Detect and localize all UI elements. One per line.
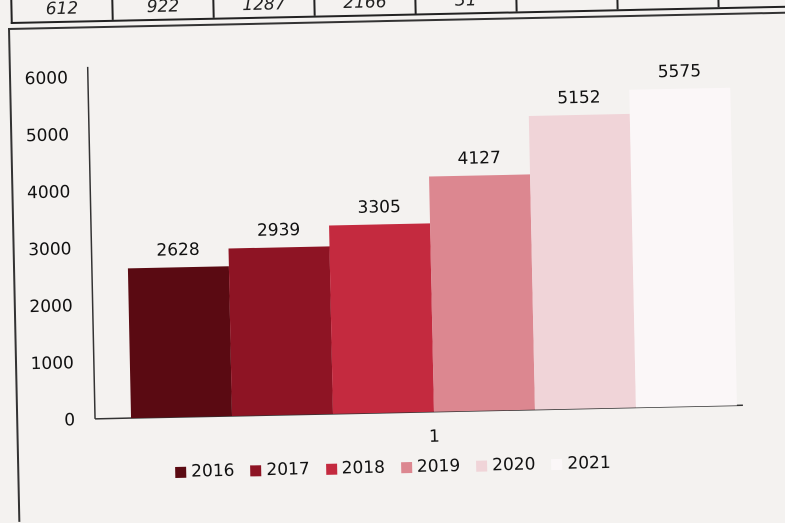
bar-2018 (329, 223, 434, 414)
y-tick-label: 6000 (24, 68, 68, 89)
bar-2019 (429, 174, 535, 412)
y-tick-label: 0 (64, 410, 75, 430)
x-category-label: 1 (429, 427, 440, 447)
data-label-2016: 2628 (156, 240, 200, 261)
bar-2021 (629, 87, 737, 408)
legend-label: 2017 (266, 459, 310, 481)
legend-item-2020: 2020 (476, 454, 536, 475)
bar-2016 (127, 266, 233, 419)
legend-label: 2016 (190, 460, 235, 482)
legend-label: 2020 (491, 454, 536, 476)
legend-swatch (250, 464, 262, 476)
y-axis-line (86, 66, 96, 419)
legend-swatch (476, 459, 488, 472)
legend-item-2017: 2017 (250, 459, 310, 480)
legend-item-2018: 2018 (325, 458, 385, 479)
legend-swatch (175, 466, 187, 478)
bar-2017 (228, 246, 333, 416)
legend-item-2019: 2019 (400, 456, 461, 477)
data-label-2017: 2939 (257, 220, 301, 241)
legend-swatch (551, 458, 563, 470)
y-tick-label: 3000 (28, 239, 72, 260)
legend-item-2021: 2021 (551, 453, 611, 474)
legend-swatch (400, 461, 413, 473)
legend-item-2016: 2016 (175, 461, 235, 482)
data-label-2021: 5575 (658, 61, 702, 82)
legend-label: 2021 (567, 452, 611, 474)
legend-swatch (325, 463, 337, 475)
y-tick-label: 2000 (29, 296, 73, 317)
data-label-2020: 5152 (557, 88, 601, 109)
legend-label: 2019 (416, 456, 461, 477)
y-tick-label: 5000 (26, 125, 70, 146)
y-tick-label: 1000 (30, 353, 74, 374)
bar-2020 (528, 113, 636, 410)
data-label-2018: 3305 (357, 197, 401, 218)
legend-label: 2018 (341, 457, 386, 479)
y-tick-label: 4000 (27, 182, 71, 203)
data-label-2019: 4127 (457, 148, 501, 169)
